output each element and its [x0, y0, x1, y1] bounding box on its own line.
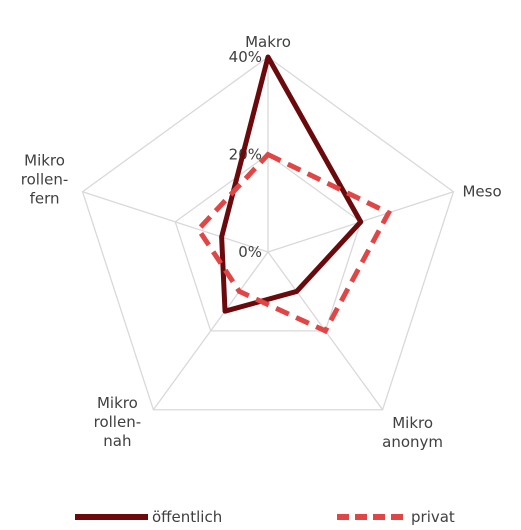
axis-label: Mikro anonym: [382, 414, 443, 451]
radar-grid: [81, 56, 455, 411]
axis-labels: Makro Meso Mikro anonym Mikro rollen-nah Mikro…: [21, 33, 502, 451]
grid-ring-2: [81, 56, 455, 411]
series-lines: [195, 54, 392, 335]
axis-label: Meso: [462, 183, 501, 201]
axis-label: Makro: [245, 33, 291, 51]
axis-label: Mikro rollen-fern: [21, 152, 69, 208]
tick-label: 40%: [229, 48, 262, 66]
legend: öffentlich privat: [75, 508, 455, 526]
grid-ring-1: [174, 153, 362, 332]
grid-spoke-4: [82, 191, 269, 253]
legend-label-0: öffentlich: [152, 508, 222, 526]
legend-label-1: privat: [411, 508, 455, 526]
tick-label: 0%: [238, 243, 262, 261]
series-line-0: [219, 54, 364, 314]
axis-label: Mikro rollen-nah: [94, 394, 142, 450]
grid-spoke-3: [152, 251, 269, 411]
series-line-1: [195, 151, 392, 335]
